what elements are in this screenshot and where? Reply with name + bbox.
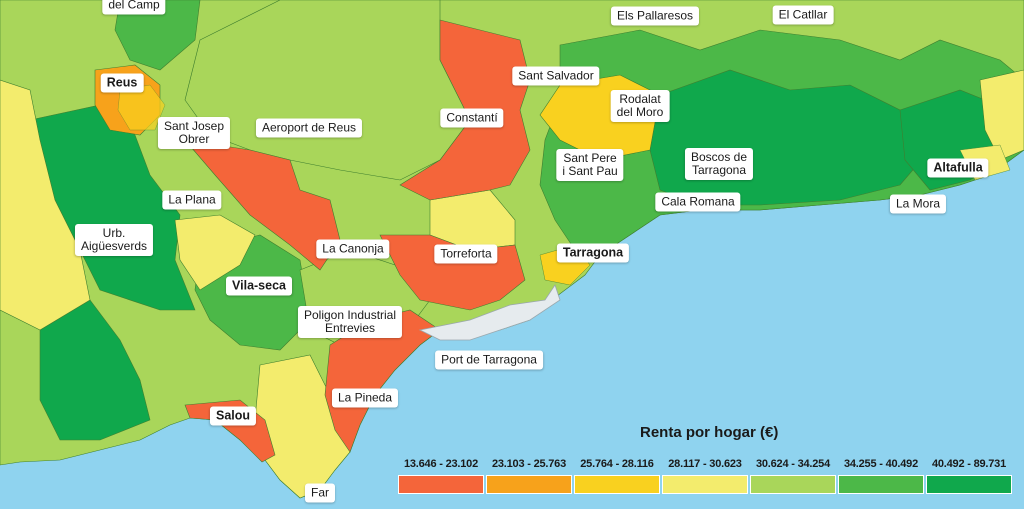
legend-range-label: 28.117 - 30.623 — [668, 458, 742, 470]
port-area — [418, 284, 561, 341]
zone-pale-yellow-east — [979, 69, 1024, 161]
legend-item: 30.624 - 34.254 — [750, 458, 836, 494]
place-label-els-pallaresos: Els Pallaresos — [610, 6, 700, 26]
legend-item: 13.646 - 23.102 — [398, 458, 484, 494]
zone-red-lapineda — [324, 309, 441, 453]
legend-color-swatch — [486, 475, 572, 494]
place-label-aeroport-de-reus: Aeroport de Reus — [255, 118, 363, 138]
legend-item: 28.117 - 30.623 — [662, 458, 748, 494]
legend-range-label: 34.255 - 40.492 — [843, 458, 919, 470]
place-label-tarragona: Tarragona — [556, 243, 630, 263]
place-label-cala-romana: Cala Romana — [655, 192, 741, 212]
place-label-sant-salvador: Sant Salvador — [512, 66, 600, 86]
place-label-salou: Salou — [209, 406, 257, 426]
place-label-boscos-de-tarragona: Boscos de Tarragona — [684, 148, 754, 180]
legend-title: Renta por hogar (€) — [640, 424, 779, 441]
legend-item: 25.764 - 28.116 — [574, 458, 660, 494]
zone-dark-green-north — [114, 0, 201, 71]
legend-item: 40.492 - 89.731 — [926, 458, 1012, 494]
legend-item: 23.103 - 25.763 — [486, 458, 572, 494]
place-label-vila-seca: Vila-seca — [226, 276, 292, 296]
place-label-torreforta: Torreforta — [434, 244, 498, 264]
legend-color-swatch — [574, 475, 660, 494]
legend-color-swatch — [662, 475, 748, 494]
place-label-constanti: Constantí — [440, 108, 504, 128]
place-label-port-de-tarragona: Port de Tarragona — [435, 350, 543, 370]
place-label-altafulla: Altafulla — [927, 158, 989, 178]
place-label-la-canonja: La Canonja — [316, 239, 390, 259]
legend-item: 34.255 - 40.492 — [838, 458, 924, 494]
place-label-del-camp: del Camp — [102, 0, 166, 15]
place-label-rodalat-del-moro: Rodalat del Moro — [610, 90, 670, 122]
reus-urban-area — [117, 84, 166, 131]
legend-color-swatch — [838, 475, 924, 494]
place-label-la-mora: La Mora — [889, 194, 947, 214]
place-label-sant-josep-obrer: Sant Josep Obrer — [157, 117, 231, 149]
place-label-reus: Reus — [100, 73, 144, 93]
legend-range-label: 13.646 - 23.102 — [403, 458, 479, 470]
legend-range-label: 40.492 - 89.731 — [931, 458, 1007, 470]
legend-range-label: 30.624 - 34.254 — [755, 458, 831, 470]
place-label-urb-aiguesverds: Urb. Aigüesverds — [74, 224, 154, 256]
place-label-far: Far — [305, 483, 335, 503]
legend-range-label: 23.103 - 25.763 — [491, 458, 567, 470]
legend-color-swatch — [398, 475, 484, 494]
zone-dark-green-southwest — [39, 299, 151, 441]
place-label-poligon-industrial-entrevies: Poligon Industrial Entrevies — [297, 306, 403, 338]
place-label-sant-pere-i-sant-pau: Sant Pere i Sant Pau — [556, 149, 624, 181]
place-label-la-pineda: La Pineda — [331, 388, 399, 408]
place-label-el-catllar: El Catllar — [772, 5, 834, 25]
legend-color-swatch — [750, 475, 836, 494]
legend-color-swatch — [926, 475, 1012, 494]
zone-pale-yellow-laplana — [174, 214, 256, 291]
legend-range-label: 25.764 - 28.116 — [580, 458, 654, 470]
place-label-la-plana: La Plana — [162, 190, 222, 210]
